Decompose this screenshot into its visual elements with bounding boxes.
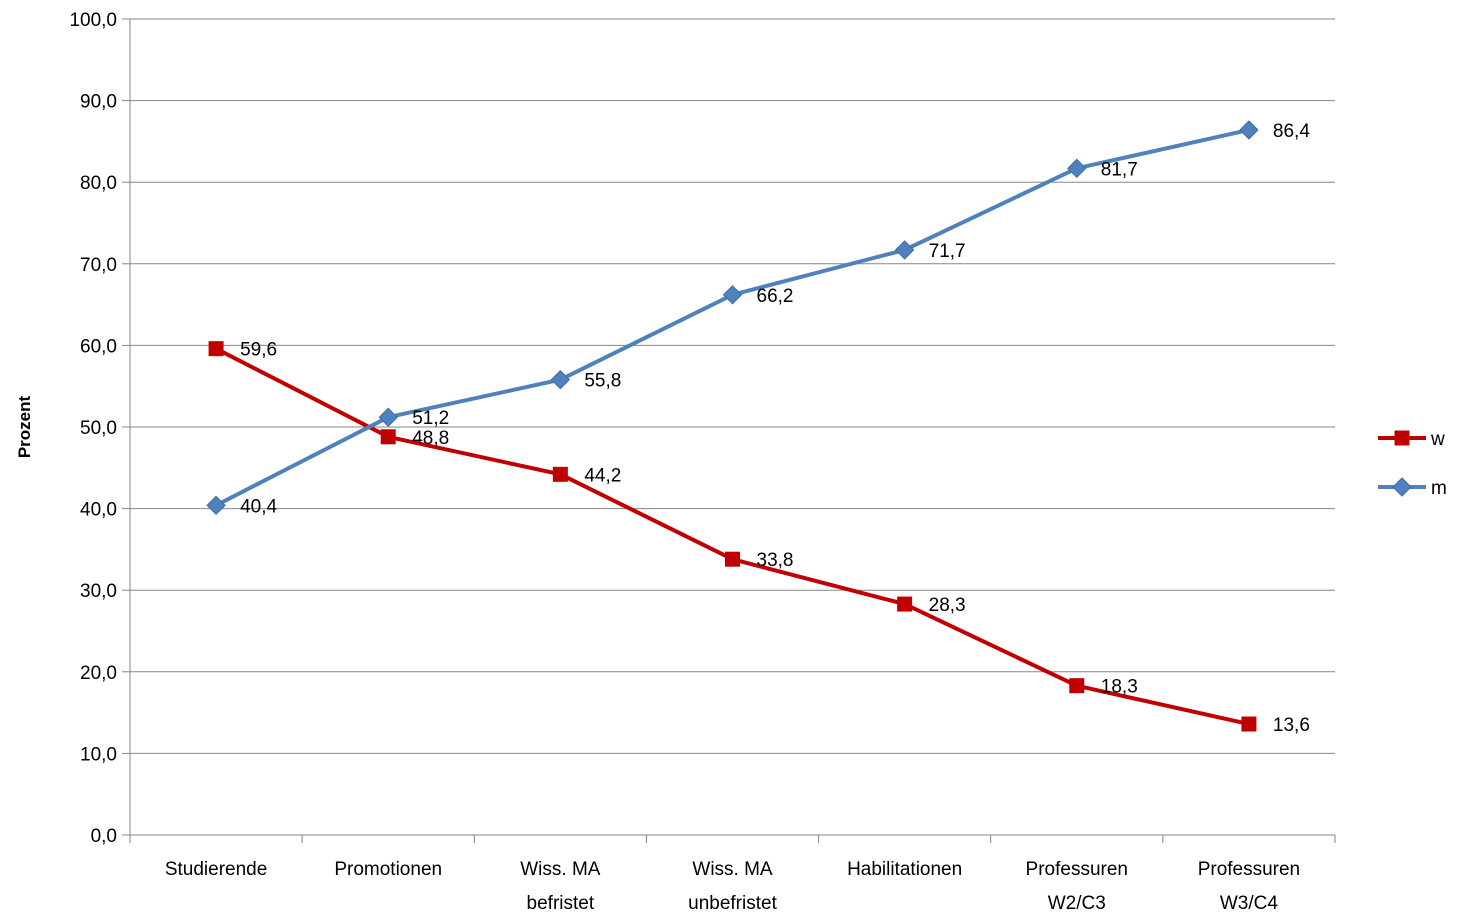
legend-label-m: m	[1431, 478, 1447, 499]
data-label-m: 71,7	[929, 241, 966, 262]
data-point-m	[1067, 158, 1087, 179]
data-point-m	[722, 285, 743, 305]
data-point-w	[1069, 678, 1085, 694]
x-tick-label: Wiss. MA unbefristet	[688, 859, 777, 914]
data-label-m: 40,4	[240, 496, 277, 517]
data-label-w: 33,8	[757, 550, 794, 571]
data-label-m: 66,2	[757, 286, 794, 307]
legend-marker-w	[1394, 430, 1410, 446]
data-point-w	[552, 466, 568, 482]
data-point-w	[897, 596, 913, 612]
series-line-m	[215, 128, 1250, 508]
y-tick-label: 80,0	[80, 173, 117, 194]
data-point-w	[208, 341, 224, 357]
data-label-w: 48,8	[412, 428, 449, 449]
legend-label-w: w	[1430, 429, 1445, 450]
data-point-m	[550, 369, 571, 390]
y-tick-label: 0,0	[91, 826, 117, 847]
legend-marker-m	[1392, 477, 1412, 497]
series-line-w	[215, 346, 1250, 726]
y-tick-labels: 0,0 10,0 20,0 30,0 40,0 50,0 60,0 70,0 80,0 90,0 1…	[69, 10, 117, 847]
data-label-m: 51,2	[412, 408, 449, 429]
x-tick-label: Professuren W2/C3	[1026, 859, 1128, 914]
data-label-m: 55,8	[584, 371, 621, 392]
data-point-w	[380, 429, 396, 445]
data-point-m	[206, 495, 226, 516]
data-label-w: 59,6	[240, 340, 277, 361]
y-tick-label: 30,0	[80, 581, 117, 602]
x-tick-label: Habilitationen	[847, 859, 962, 880]
x-tick-label: Professuren W3/C4	[1198, 859, 1300, 914]
data-label-m: 81,7	[1101, 159, 1138, 180]
y-tick-label: 10,0	[80, 744, 117, 765]
y-tick-label: 20,0	[80, 663, 117, 684]
series-group	[206, 120, 1259, 732]
axes	[129, 19, 1336, 843]
data-point-w	[725, 551, 740, 567]
legend: wm	[1378, 429, 1447, 499]
y-tick-label: 50,0	[80, 418, 117, 439]
data-point-m	[378, 407, 398, 427]
data-label-w: 18,3	[1101, 677, 1138, 698]
y-tick-label: 90,0	[80, 92, 117, 113]
data-label-w: 13,6	[1273, 715, 1310, 736]
data-point-m	[1239, 120, 1259, 140]
gridlines	[122, 18, 1335, 836]
x-tick-label: Studierende	[165, 859, 267, 880]
data-point-w	[1241, 716, 1257, 732]
data-label-m: 86,4	[1273, 121, 1310, 142]
y-axis-title: Prozent	[15, 395, 34, 458]
y-tick-label: 70,0	[80, 255, 117, 276]
y-tick-label: 60,0	[80, 336, 117, 357]
y-tick-label: 100,0	[69, 10, 117, 31]
x-category-labels: Studierende Promotionen Wiss. MA befristet W…	[165, 859, 1300, 914]
data-label-w: 44,2	[584, 465, 621, 486]
x-tick-label: Promotionen	[334, 859, 442, 880]
data-point-m	[894, 240, 915, 260]
data-labels: 59,6 48,8 44,2 33,8 28,3 18,3 13,6 40,4 51,2 55,8…	[240, 121, 1310, 736]
data-label-w: 28,3	[929, 595, 966, 616]
x-tick-label: Wiss. MA befristet	[520, 859, 601, 914]
y-tick-label: 40,0	[80, 500, 117, 521]
